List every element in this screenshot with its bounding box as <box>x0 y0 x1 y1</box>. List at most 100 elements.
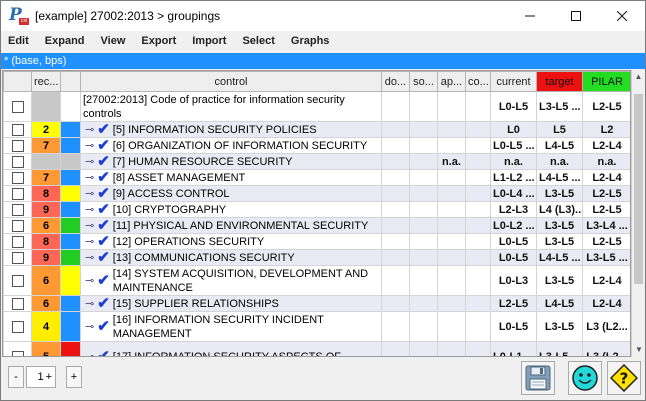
row-checkbox[interactable] <box>11 203 24 216</box>
row-checkbox[interactable] <box>11 251 24 264</box>
control-cell[interactable]: ⊸ ✔ [5] INFORMATION SECURITY POLICIES <box>80 121 382 138</box>
row-checkbox[interactable] <box>11 123 24 136</box>
key-icon[interactable]: ⊸ <box>85 155 95 168</box>
target-level-cell[interactable]: L4-L5 <box>536 137 583 154</box>
current-level-cell[interactable]: L1-L2 ... <box>490 169 537 186</box>
row-checkbox[interactable] <box>11 350 24 356</box>
table-row[interactable]: 7 ⊸ ✔ [8] ASSET MANAGEMENT L1-L2 ... L4-L5 ..… <box>3 169 630 186</box>
key-icon[interactable]: ⊸ <box>85 297 95 310</box>
scroll-up-icon[interactable]: ▲ <box>634 72 643 81</box>
menu-view[interactable]: View <box>100 35 126 47</box>
table-row[interactable]: 6 ⊸ ✔ [15] SUPPLIER RELATIONSHIPS L2-L5 L4-L5… <box>3 295 630 312</box>
pilar-level-cell[interactable]: L2-L4 <box>582 295 630 312</box>
header-ap[interactable]: ap... <box>437 71 466 92</box>
row-checkbox[interactable] <box>11 139 24 152</box>
pilar-level-cell[interactable]: L2-L4 <box>582 169 630 186</box>
row-checkbox-cell[interactable] <box>3 233 32 250</box>
control-cell[interactable]: ⊸ ✔ [15] SUPPLIER RELATIONSHIPS <box>80 295 382 312</box>
key-icon[interactable]: ⊸ <box>85 203 95 216</box>
pilar-level-cell[interactable]: L2-L4 <box>582 137 630 154</box>
table-row[interactable]: 9 ⊸ ✔ [13] COMMUNICATIONS SECURITY L0-L5 L4-L… <box>3 249 630 266</box>
table-row[interactable]: 6 ⊸ ✔ [14] SYSTEM ACQUISITION, DEVELOPMENT … <box>3 265 630 296</box>
key-icon[interactable]: ⊸ <box>85 235 95 248</box>
target-level-cell[interactable]: L4 (L3)... <box>536 201 583 218</box>
row-checkbox-cell[interactable] <box>3 265 32 296</box>
menu-graphs[interactable]: Graphs <box>290 35 330 47</box>
control-cell[interactable]: ⊸ ✔ [17] INFORMATION SECURITY ASPECTS OF <box>80 341 382 357</box>
row-checkbox-cell[interactable] <box>3 217 32 234</box>
row-checkbox-cell[interactable] <box>3 153 32 170</box>
row-checkbox-cell[interactable] <box>3 311 32 342</box>
table-row[interactable]: 4 ⊸ ✔ [16] INFORMATION SECURITY INCIDENT MA… <box>3 311 630 342</box>
row-checkbox[interactable] <box>11 171 24 184</box>
header-checkbox[interactable] <box>3 71 32 92</box>
control-cell[interactable]: ⊸ ✔ [12] OPERATIONS SECURITY <box>80 233 382 250</box>
row-checkbox[interactable] <box>11 320 24 333</box>
target-level-cell[interactable]: L4-L5 <box>536 295 583 312</box>
key-icon[interactable]: ⊸ <box>85 350 95 357</box>
target-level-cell[interactable]: L3-L5 ... <box>536 341 583 356</box>
current-level-cell[interactable]: L0 <box>490 121 537 138</box>
control-cell[interactable]: ⊸ ✔ [16] INFORMATION SECURITY INCIDENT MAN… <box>80 311 382 342</box>
target-level-cell[interactable]: L3-L5 <box>536 265 583 296</box>
pilar-level-cell[interactable]: L3-L5 ... <box>582 249 630 266</box>
current-level-cell[interactable]: L0-L4 ... <box>490 185 537 202</box>
menu-expand[interactable]: Expand <box>44 35 85 47</box>
key-icon[interactable]: ⊸ <box>85 187 95 200</box>
add-button[interactable]: + <box>66 366 82 388</box>
header-so[interactable]: so... <box>409 71 438 92</box>
current-level-cell[interactable]: L0-L5 <box>490 233 537 250</box>
control-cell[interactable]: ⊸ ✔ [6] ORGANIZATION OF INFORMATION SECURI… <box>80 137 382 154</box>
pilar-level-cell[interactable]: L2-L4 <box>582 265 630 296</box>
row-checkbox[interactable] <box>11 274 24 287</box>
row-checkbox-cell[interactable] <box>3 185 32 202</box>
row-checkbox-cell[interactable] <box>3 295 32 312</box>
current-level-cell[interactable]: L0-L1 ... <box>490 341 537 356</box>
current-level-cell[interactable]: L0-L2 ... <box>490 217 537 234</box>
current-level-cell[interactable]: L0-L3 <box>490 265 537 296</box>
row-checkbox-cell[interactable] <box>3 121 32 138</box>
header-co[interactable]: co... <box>465 71 491 92</box>
target-level-cell[interactable]: L3-L5 <box>536 217 583 234</box>
target-level-cell[interactable]: L3-L5 <box>536 185 583 202</box>
target-level-cell[interactable]: L4-L5 ... <box>536 169 583 186</box>
control-cell[interactable]: ⊸ ✔ [7] HUMAN RESOURCE SECURITY <box>80 153 382 170</box>
row-checkbox[interactable] <box>11 219 24 232</box>
key-icon[interactable]: ⊸ <box>85 274 95 287</box>
close-icon[interactable] <box>599 1 645 31</box>
target-level-cell[interactable]: n.a. <box>536 153 583 170</box>
menu-select[interactable]: Select <box>242 35 275 47</box>
pilar-level-cell[interactable]: L3 (L2... <box>582 341 630 356</box>
decrement-button[interactable]: - <box>8 366 24 388</box>
row-checkbox[interactable] <box>11 235 24 248</box>
scroll-thumb[interactable] <box>634 94 643 284</box>
table-row[interactable]: ⊸ ✔ [7] HUMAN RESOURCE SECURITY n.a. n.a. n.a… <box>3 153 630 170</box>
table-row[interactable]: 8 ⊸ ✔ [9] ACCESS CONTROL L0-L4 ... L3-L5 L2-L5 <box>3 185 630 202</box>
pilar-level-cell[interactable]: L2 <box>582 121 630 138</box>
control-cell[interactable]: ⊸ ✔ [11] PHYSICAL AND ENVIRONMENTAL SECURI… <box>80 217 382 234</box>
maximize-icon[interactable] <box>553 1 599 31</box>
row-checkbox-cell[interactable] <box>3 91 32 122</box>
menu-edit[interactable]: Edit <box>8 35 29 47</box>
row-checkbox-cell[interactable] <box>3 137 32 154</box>
menu-export[interactable]: Export <box>141 35 177 47</box>
row-checkbox-cell[interactable] <box>3 201 32 218</box>
pilar-level-cell[interactable]: L3-L4 ... <box>582 217 630 234</box>
row-checkbox-cell[interactable] <box>3 249 32 266</box>
current-level-cell[interactable]: L2-L5 <box>490 295 537 312</box>
key-icon[interactable]: ⊸ <box>85 123 95 136</box>
control-cell[interactable]: ⊸ ✔ [9] ACCESS CONTROL <box>80 185 382 202</box>
help-button[interactable]: ? <box>607 361 641 395</box>
control-cell[interactable]: [27002:2013] Code of practice for inform… <box>80 91 382 122</box>
key-icon[interactable]: ⊸ <box>85 320 95 333</box>
header-pilar[interactable]: PILAR <box>582 71 630 92</box>
current-level-cell[interactable]: L2-L3 <box>490 201 537 218</box>
current-level-cell[interactable]: n.a. <box>490 153 537 170</box>
row-checkbox[interactable] <box>11 297 24 310</box>
row-checkbox[interactable] <box>11 187 24 200</box>
pilar-level-cell[interactable]: L2-L5 <box>582 185 630 202</box>
target-level-cell[interactable]: L3-L5 <box>536 311 583 342</box>
header-control[interactable]: control <box>80 71 382 92</box>
header-target[interactable]: target <box>536 71 583 92</box>
control-cell[interactable]: ⊸ ✔ [14] SYSTEM ACQUISITION, DEVELOPMENT A… <box>80 265 382 296</box>
